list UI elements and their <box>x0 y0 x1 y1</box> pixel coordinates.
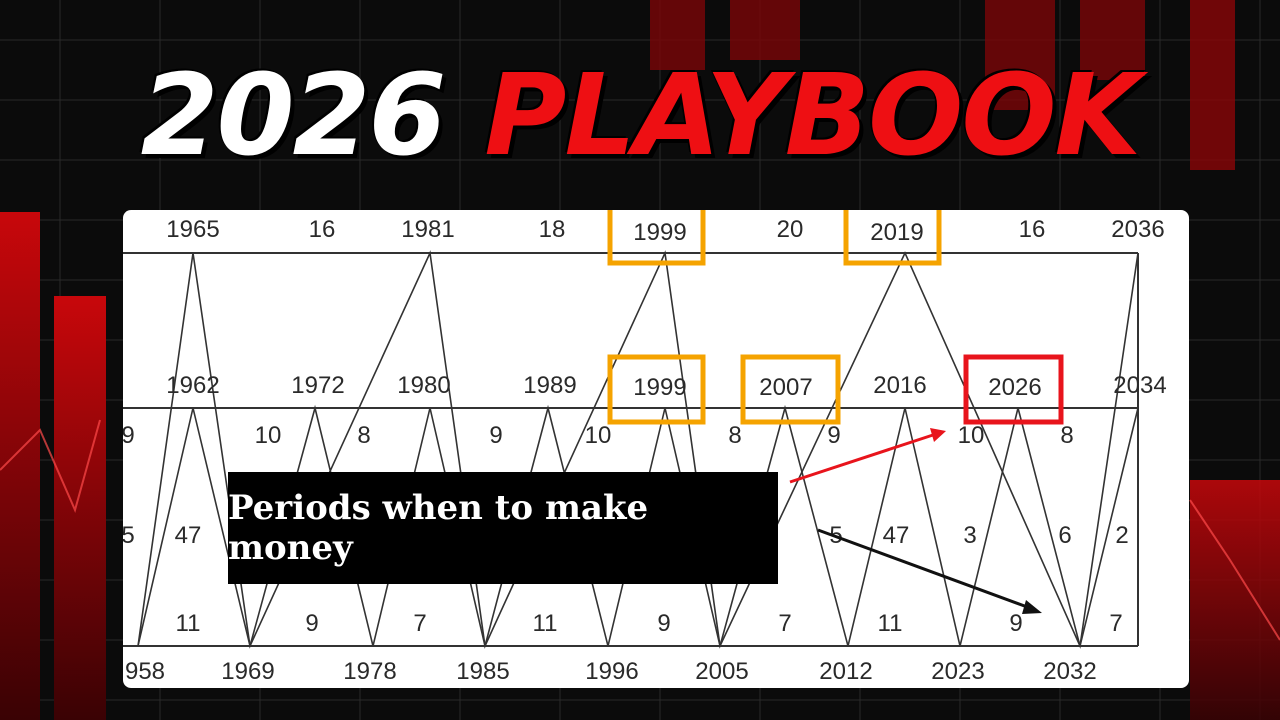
middle-label: 2034 <box>1113 372 1166 399</box>
interval-upper: 8 <box>728 422 741 449</box>
bottom-label: 2005 <box>695 658 748 685</box>
interval-lower: 9 <box>305 610 318 637</box>
interval-lower: 9 <box>657 610 670 637</box>
highlight-box-1999-mid <box>607 354 706 425</box>
interval-lower: 7 <box>1109 610 1122 637</box>
bottom-label: 1996 <box>585 658 638 685</box>
long-cycle-line <box>137 250 1139 649</box>
arrow-to-2032 <box>817 528 1042 614</box>
top-label: 2019 <box>870 219 923 246</box>
top-label: 2036 <box>1111 216 1164 243</box>
interval-mid: 2 <box>1115 522 1128 549</box>
title-year: 2026 <box>140 51 447 181</box>
interval-lower: 11 <box>176 610 201 637</box>
interval-mid: 3 <box>963 522 976 549</box>
bottom-label: 2012 <box>819 658 872 685</box>
cycle-chart: 1965 16 1981 18 1999 20 2019 16 2036 196… <box>123 210 1167 685</box>
top-label: 1981 <box>401 216 454 243</box>
top-label: 16 <box>1019 216 1046 243</box>
highlight-box-2026 <box>963 354 1064 425</box>
top-label: 18 <box>539 216 566 243</box>
top-label: 1999 <box>633 219 686 246</box>
bottom-label: 1985 <box>456 658 509 685</box>
bottom-label: 1969 <box>221 658 274 685</box>
middle-label: 1999 <box>633 374 686 401</box>
interval-upper: 9 <box>827 422 840 449</box>
interval-mid: 47 <box>175 522 202 549</box>
top-label: 16 <box>309 216 336 243</box>
highlight-box-1999-top <box>607 210 706 266</box>
middle-label: 2007 <box>759 374 812 401</box>
cycle-chart-card: 1965 16 1981 18 1999 20 2019 16 2036 196… <box>123 210 1189 688</box>
interval-upper: 10 <box>255 422 282 449</box>
top-label: 1965 <box>166 216 219 243</box>
page-title: 2026 PLAYBOOK <box>0 36 1280 196</box>
middle-label: 1989 <box>523 372 576 399</box>
interval-upper: 8 <box>1060 422 1073 449</box>
highlight-box-2019 <box>843 210 942 266</box>
interval-upper: 8 <box>357 422 370 449</box>
bottom-label: 2023 <box>931 658 984 685</box>
middle-label: 2026 <box>988 374 1041 401</box>
interval-lower: 7 <box>778 610 791 637</box>
middle-label: 1972 <box>291 372 344 399</box>
middle-label: 2016 <box>873 372 926 399</box>
bottom-label: 958 <box>125 658 165 685</box>
interval-lower: 7 <box>413 610 426 637</box>
middle-label: 1980 <box>397 372 450 399</box>
interval-upper: 9 <box>489 422 502 449</box>
title-playbook: PLAYBOOK <box>484 51 1141 181</box>
arrow-to-2026 <box>789 428 946 484</box>
highlight-box-2007 <box>740 354 841 425</box>
interval-upper: 9 <box>123 422 135 449</box>
middle-label: 1962 <box>166 372 219 399</box>
interval-lower: 11 <box>533 610 558 637</box>
top-label: 20 <box>777 216 804 243</box>
interval-upper: 10 <box>585 422 612 449</box>
bottom-label: 2032 <box>1043 658 1096 685</box>
interval-lower: 11 <box>878 610 903 637</box>
interval-mid: 47 <box>883 522 910 549</box>
bottom-label: 1978 <box>343 658 396 685</box>
interval-mid: 5 <box>123 522 135 549</box>
interval-upper: 10 <box>958 422 985 449</box>
interval-lower: 9 <box>1009 610 1022 637</box>
caption-box: Periods when to make money <box>228 472 778 584</box>
interval-mid: 6 <box>1058 522 1071 549</box>
